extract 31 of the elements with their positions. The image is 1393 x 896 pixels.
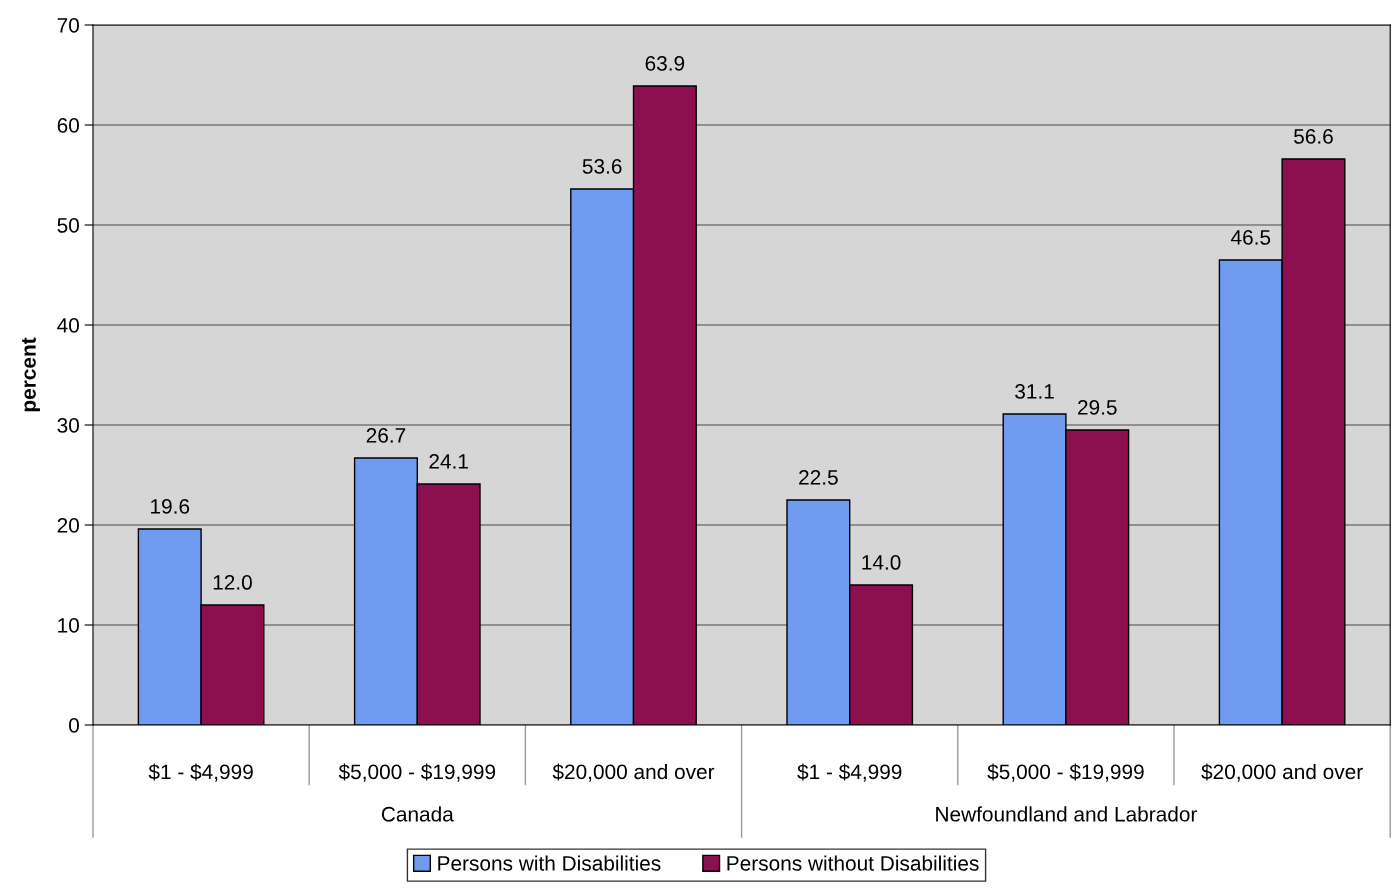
data-label: 19.6 [151,499,190,514]
data-label: 22.5 [799,470,838,485]
y-tick-label: 40 [57,318,79,333]
x-tick-label: $5,000 - $19,999 [338,763,496,782]
y-tick-label: 30 [57,418,79,433]
data-label: 26.7 [366,428,406,443]
y-tick-label: 60 [57,118,79,133]
y-tick-label: 50 [57,218,79,233]
data-label: 63.9 [645,56,685,71]
x-tick-label: $20,000 and over [1201,763,1363,782]
data-label: 14.0 [862,555,901,570]
x-tick-label: $20,000 and over [552,763,715,782]
y-tick-label: 70 [57,18,79,33]
data-label: 24.1 [429,454,468,469]
data-label: 56.6 [1294,129,1333,144]
x-tick-label: $1 - $4,999 [148,763,253,782]
data-label: 53.6 [582,159,622,174]
y-tick-label: 10 [58,618,79,633]
data-label: 29.5 [1078,400,1117,415]
data-label: 12.0 [213,575,252,590]
y-axis-title: percent [22,337,40,412]
x-tick-label: $1 - $4,999 [797,763,902,782]
x-tick-label: $5,000 - $19,999 [987,763,1144,782]
text: Canada [381,806,454,822]
legend-label: Persons without Disabilities [727,855,979,871]
legend-label: Persons with Disabilities [438,855,661,871]
y-tick-label: 0 [69,718,79,733]
data-label: 31.1 [1015,384,1054,399]
y-tick-label: 20 [57,518,79,533]
data-label: 46.5 [1230,230,1271,245]
text: Newfoundland and Labrador [936,806,1198,822]
